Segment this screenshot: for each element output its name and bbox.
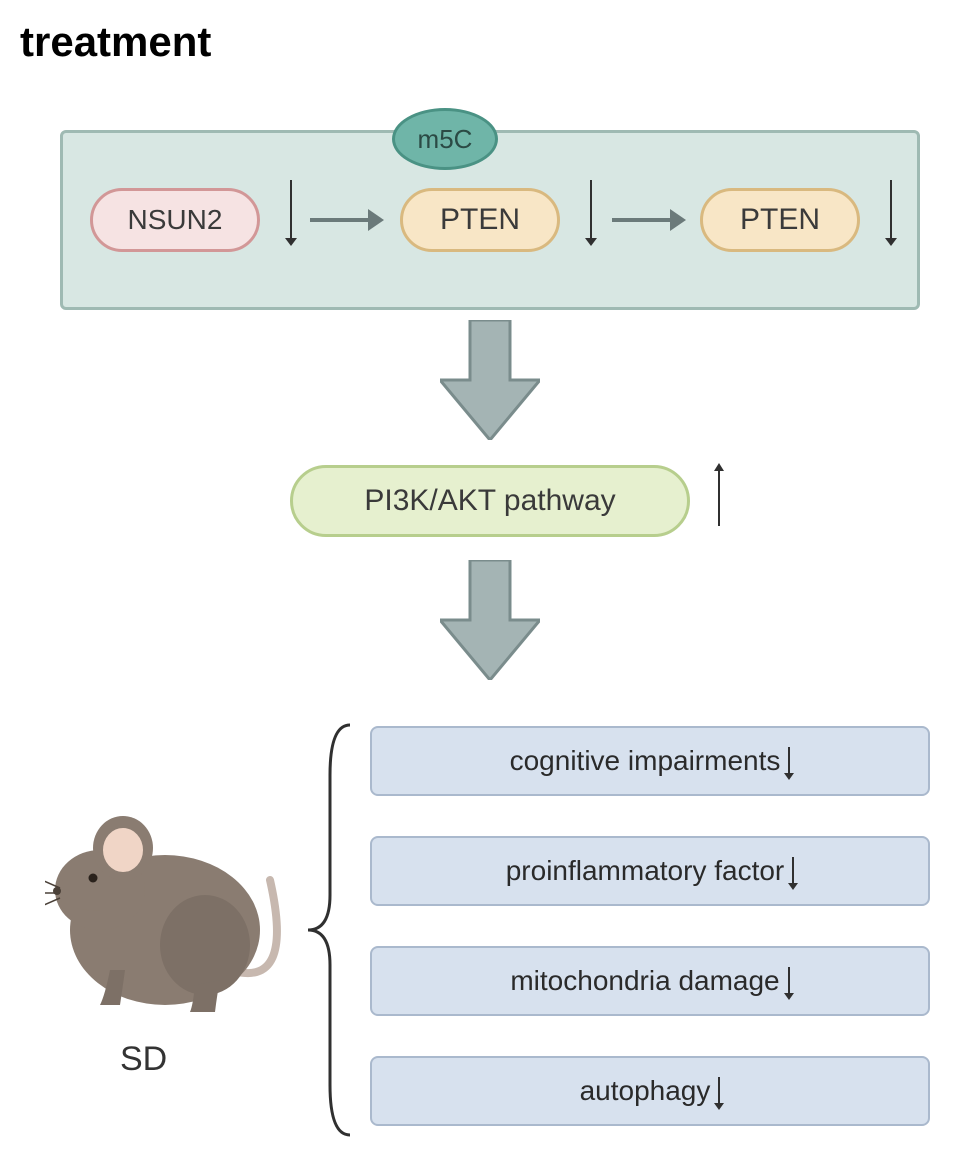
down-arrow-icon [792, 857, 794, 885]
node-pten-1: PTEN [400, 188, 560, 252]
big-down-arrow-icon [440, 320, 540, 440]
outcome-label: proinflammatory factor [506, 855, 785, 887]
down-arrow-icon [788, 967, 790, 995]
down-arrow-icon [890, 180, 892, 240]
node-pten-2-label: PTEN [740, 203, 820, 237]
node-nsun2: NSUN2 [90, 188, 260, 252]
brace-icon [300, 715, 360, 1145]
big-down-arrow-icon [440, 560, 540, 680]
right-arrow-icon [612, 218, 672, 222]
mouse-label: SD [120, 1040, 167, 1079]
outcome-label: mitochondria damage [510, 965, 779, 997]
outcome-box: proinflammatory factor [370, 836, 930, 906]
node-nsun2-label: NSUN2 [128, 204, 223, 236]
outcome-label: cognitive impairments [510, 745, 781, 777]
mouse-illustration [45, 760, 285, 1020]
node-pten-2: PTEN [700, 188, 860, 252]
outcome-label: autophagy [580, 1075, 711, 1107]
node-pten-1-label: PTEN [440, 203, 520, 237]
down-arrow-icon [718, 1077, 720, 1105]
page-title: treatment [20, 18, 211, 66]
m5c-label: m5C [418, 124, 473, 155]
outcome-box: cognitive impairments [370, 726, 930, 796]
up-arrow-icon [718, 470, 720, 526]
down-arrow-icon [590, 180, 592, 240]
pathway-pill: PI3K/AKT pathway [290, 465, 690, 537]
down-arrow-icon [788, 747, 790, 775]
outcome-box: autophagy [370, 1056, 930, 1126]
down-arrow-icon [290, 180, 292, 240]
outcome-box: mitochondria damage [370, 946, 930, 1016]
pathway-pill-label: PI3K/AKT pathway [364, 484, 615, 518]
m5c-badge: m5C [392, 108, 498, 170]
right-arrow-icon [310, 218, 370, 222]
